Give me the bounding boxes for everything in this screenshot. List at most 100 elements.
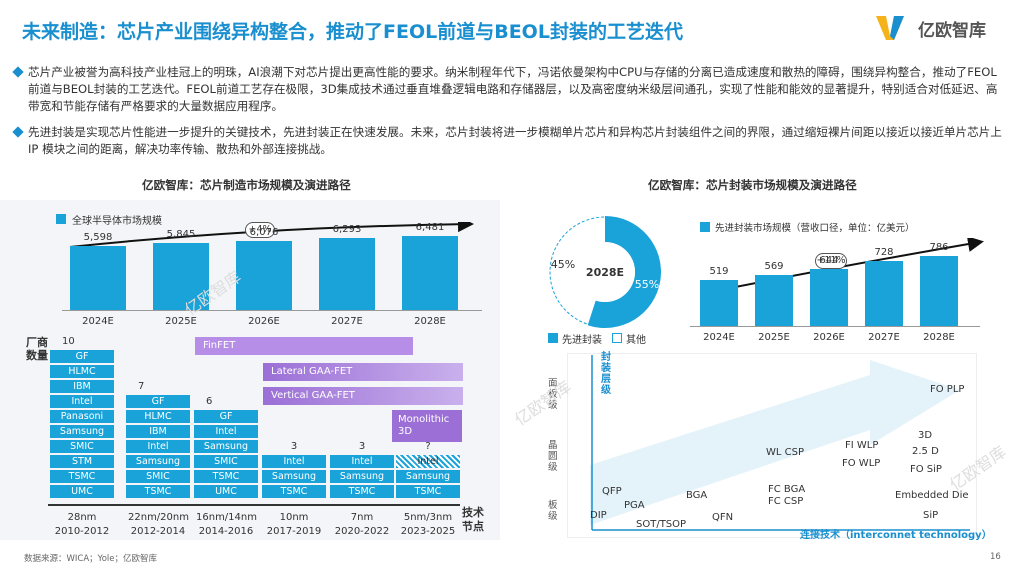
- pkg-growth-badge: +11%: [815, 253, 847, 269]
- vendor-cell: UMC: [194, 485, 258, 498]
- level-wafer: 晶圆级: [548, 440, 558, 473]
- x-axis: [62, 310, 482, 311]
- big-arrow: [590, 355, 970, 531]
- tech-node-label: 技术节点: [462, 506, 484, 533]
- pkg-item: 2.5 D: [912, 446, 939, 457]
- vendor-cell: HLMC: [50, 365, 114, 378]
- vendor-count: 3: [290, 441, 298, 452]
- vendor-cell: Samsung: [330, 470, 394, 483]
- vendor-cell: Samsung: [262, 470, 326, 483]
- vendor-cell: SMIC: [126, 470, 190, 483]
- pkg-item: DIP: [590, 510, 607, 521]
- vendor-cell: HLMC: [126, 410, 190, 423]
- vendor-cell: Intel: [50, 395, 114, 408]
- pkg-x-tick: 2025E: [758, 332, 790, 343]
- x-tick-label: 2028E: [414, 316, 446, 327]
- node-label: 22nm/20nm: [128, 512, 189, 523]
- node-label: 7nm: [350, 512, 374, 523]
- growth-badge: +4%: [245, 222, 275, 238]
- vendor-cell: Samsung: [194, 440, 258, 453]
- node-years: 2012-2014: [130, 526, 186, 537]
- node-years: 2014-2016: [198, 526, 254, 537]
- pkg-bar-value: 644: [819, 254, 839, 266]
- vendor-count: 6: [206, 396, 213, 407]
- vendor-cell: Intel: [262, 455, 326, 468]
- pkg-bar: [920, 256, 958, 326]
- table-axis: [48, 504, 460, 506]
- vendor-cell: TSMC: [330, 485, 394, 498]
- x-tick-label: 2024E: [82, 316, 114, 327]
- bar: [402, 235, 458, 310]
- legend-swatch-other: [612, 333, 622, 343]
- logo-icon: [876, 16, 904, 40]
- vendor-cell: TSMC: [396, 485, 460, 498]
- watermark: 亿欧智库: [511, 377, 575, 430]
- pkg-item: PGA: [624, 500, 645, 511]
- legend-other-label: 其他: [626, 335, 646, 346]
- bar-value-label: 6,293: [332, 224, 362, 236]
- pkg-item: FC CSP: [768, 496, 804, 507]
- bar: [236, 240, 292, 310]
- vendor-cell: STM: [50, 455, 114, 468]
- bullet-1: 芯片产业被誉为高科技产业桂冠上的明珠，AI浪潮下对芯片提出更高性能的要求。纳米制…: [12, 64, 1004, 115]
- bullet-2: 先进封装是实现芯片性能进一步提升的关键技术，先进封装正在快速发展。未来，芯片封装…: [12, 124, 1004, 158]
- pkg-item: FO SiP: [910, 464, 942, 475]
- pkg-bar: [700, 279, 738, 326]
- pkg-item: FI WLP: [845, 440, 879, 451]
- legend-label: 全球半导体市场规模: [72, 216, 162, 227]
- right-chart-title: 亿欧智库：芯片封装市场规模及演进路径: [648, 178, 857, 192]
- vendor-cell: TSMC: [126, 485, 190, 498]
- lateral-gaa-bar: Lateral GAA-FET: [263, 363, 463, 381]
- pie-label-other: 45%: [551, 258, 575, 271]
- pkg-x-tick: 2026E: [813, 332, 845, 343]
- bar: [70, 246, 126, 310]
- vertical-gaa-bar: Vertical GAA-FET: [263, 387, 463, 405]
- vendor-cell: GF: [194, 410, 258, 423]
- node-years: 2010-2012: [54, 526, 110, 537]
- vendor-count: 7: [138, 381, 145, 392]
- pie-label-advanced: 55%: [635, 278, 659, 291]
- page-number: 16: [990, 552, 1001, 562]
- vendor-count: 10: [62, 336, 75, 347]
- vendor-cell: Intel: [396, 455, 460, 468]
- vendor-cell: SMIC: [50, 440, 114, 453]
- vendor-cell: Samsung: [50, 425, 114, 438]
- interconnect-axis-label: 连接技术（interconnet technology）: [800, 530, 992, 541]
- finfet-bar: FinFET: [195, 337, 413, 355]
- bar-value-label: 6,076: [249, 226, 279, 238]
- pkg-x-tick: 2027E: [868, 332, 900, 343]
- pkg-item: QFN: [712, 512, 734, 523]
- pkg-bar-value: 786: [929, 242, 949, 254]
- page-title: 未来制造：芯片产业围绕异构整合，推动了FEOL前道与BEOL封装的工艺迭代: [22, 21, 683, 43]
- legend-advanced-label: 先进封装: [562, 335, 602, 346]
- vendor-count: ?: [425, 441, 431, 452]
- pkg-item: FO WLP: [842, 458, 881, 469]
- node-years: 2023-2025: [400, 526, 456, 537]
- vendor-cell: GF: [126, 395, 190, 408]
- vendor-cell: Samsung: [396, 470, 460, 483]
- x-tick-label: 2027E: [331, 316, 363, 327]
- vendor-cell: TSMC: [194, 470, 258, 483]
- x-tick-label: 2026E: [248, 316, 280, 327]
- pkg-x-tick: 2028E: [923, 332, 955, 343]
- level-panel: 面板级: [548, 378, 558, 411]
- monolithic-3d-bar: Monolithic 3D: [392, 410, 462, 442]
- legend-swatch-pkg: [700, 222, 710, 232]
- vendor-cell: Samsung: [126, 455, 190, 468]
- pkg-item: FC BGA: [768, 484, 806, 495]
- vendor-count: 3: [358, 441, 366, 452]
- pkg-x-axis: [690, 326, 980, 327]
- pkg-item: FO PLP: [930, 384, 965, 395]
- pie-center-label: 2028E: [586, 266, 624, 279]
- pkg-item: QFP: [602, 486, 622, 497]
- bar-value-label: 5,598: [83, 232, 113, 244]
- bar: [319, 238, 375, 310]
- pkg-bar: [865, 261, 903, 326]
- pkg-bar: [810, 268, 848, 326]
- node-label: 28nm: [67, 512, 97, 523]
- pkg-item: SOT/TSOP: [636, 519, 687, 530]
- pkg-bar-value: 569: [764, 261, 784, 273]
- pkg-x-tick: 2024E: [703, 332, 735, 343]
- left-chart-title: 亿欧智库：芯片制造市场规模及演进路径: [142, 178, 351, 192]
- vendor-cell: SMIC: [194, 455, 258, 468]
